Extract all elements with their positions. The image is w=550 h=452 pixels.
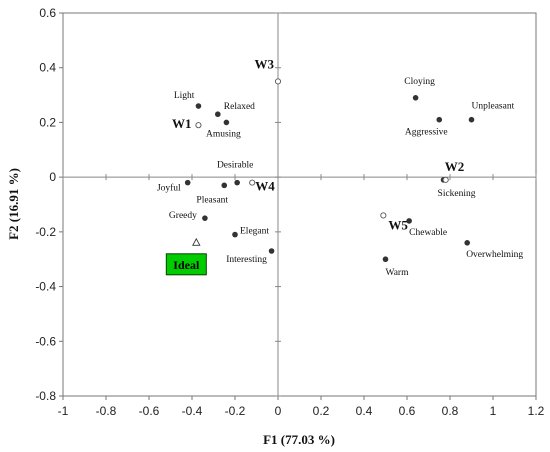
attribute-point [468,116,475,123]
plot-frame [62,12,537,397]
attribute-point [215,111,221,118]
wine-label: W3 [255,56,275,71]
attribute-point [412,95,419,101]
wine-point [442,176,449,183]
wine-label: W1 [172,116,192,131]
wine-point [195,122,202,129]
x-axis-title: F1 (77.03 %) [263,432,335,447]
x-ticks [62,174,537,400]
wine-point [380,212,387,219]
attribute-label: Pleasant [196,195,228,205]
attribute-label: Interesting [226,255,267,265]
attribute-label: Light [174,91,195,101]
data-points [184,78,475,263]
attribute-label: Elegant [240,227,269,237]
attribute-point [382,256,389,263]
y-tick-label: -0.6 [35,334,56,348]
attribute-point [223,119,230,126]
attribute-point [195,103,202,109]
attribute-label: Desirable [217,161,253,171]
ideal-label: Ideal [173,258,200,272]
attribute-label: Unpleasant [472,102,515,112]
attribute-label: Amusing [206,129,241,139]
y-axis-title: F2 (16.91 %) [6,168,21,240]
attribute-point [232,231,238,238]
attribute-point [268,248,275,254]
wine-point [249,179,256,186]
x-tick-label: 1 [490,404,497,418]
attribute-label: Chewable [409,228,447,238]
x-tick-label: -0.4 [182,404,203,418]
ideal-point [192,237,201,246]
wine-label: W4 [255,179,275,194]
y-tick-label: -0.8 [35,389,56,403]
wine-label: W2 [445,159,465,174]
x-tick-label: 0.2 [313,404,330,418]
wine-label: W5 [388,217,408,232]
attribute-point [184,179,191,186]
attribute-label: Aggressive [405,128,448,138]
attribute-point [464,240,471,246]
attribute-label: Warm [386,268,410,278]
ideal-label-box [165,253,207,276]
attribute-point [221,182,228,189]
attribute-point [234,179,240,186]
attribute-label: Greedy [169,211,197,221]
attribute-point [406,218,412,224]
y-tick-label: -0.2 [35,225,56,239]
y-tick-label: 0 [49,170,56,184]
x-tick-label: -0.2 [225,404,246,418]
x-tick-labels: -1 -0.8 -0.6 -0.4 -0.2 0 0.2 0.4 0.6 0.8 1 1.2 [58,404,545,418]
attribute-point [202,215,208,221]
x-tick-label: -0.8 [96,404,117,418]
x-tick-label: -1 [58,404,69,418]
attribute-label: Relaxed [224,102,255,112]
attribute-label: Overwhelming [466,250,523,260]
x-tick-label: 0 [275,404,282,418]
attribute-label: Cloying [404,77,435,87]
y-tick-label: 0.6 [39,6,56,20]
x-tick-label: 0.8 [442,404,459,418]
y-tick-label: -0.4 [35,280,56,294]
x-tick-label: 0.4 [356,404,373,418]
point-labels: Light Relaxed Amusing Cloying Aggressive Unpl… [157,56,523,278]
attribute-label: Joyful [157,183,181,194]
y-tick-label: 0.2 [39,115,56,129]
x-tick-label: 0.6 [399,404,416,418]
attribute-point [436,116,443,123]
y-ticks [59,12,281,397]
y-tick-labels: -0.8 -0.6 -0.4 -0.2 0 0.2 0.4 0.6 [35,6,56,403]
y-tick-label: 0.4 [39,61,56,75]
x-tick-label: 1.2 [528,404,545,418]
x-tick-label: -0.6 [139,404,160,418]
attribute-label: Sickening [438,189,476,199]
wine-point [274,78,282,85]
